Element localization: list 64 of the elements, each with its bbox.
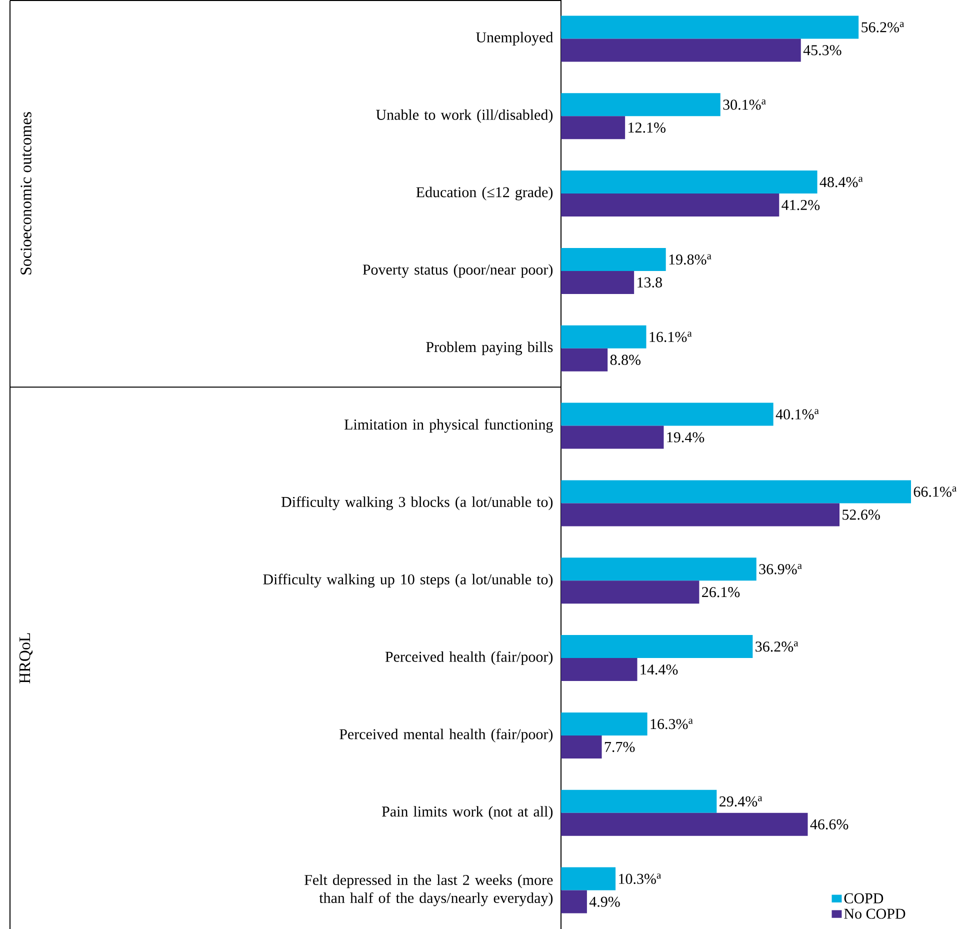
bar [561, 93, 720, 116]
bar [561, 812, 808, 836]
bar [561, 735, 602, 758]
data-label: 26.1% [702, 587, 740, 598]
data-label: 14.4% [640, 664, 678, 675]
data-label: 13.8 [638, 277, 662, 288]
y-tick-label: Pain limits work (not at all) [382, 806, 553, 820]
data-label: 12.1% [628, 122, 666, 133]
y-tick-label: Poverty status (poor/near poor) [362, 264, 553, 278]
data-label: 7.7% [604, 742, 635, 752]
data-label: 56.2%$^{a}$ [862, 22, 904, 32]
data-label: 36.2%$^{a}$ [756, 641, 798, 652]
bar [561, 503, 840, 526]
data-label: 48.4%$^{a}$ [820, 176, 863, 188]
data-label: 4.9% [589, 896, 620, 907]
data-label: 36.9%$^{a}$ [759, 564, 802, 574]
data-label: 19.4% [667, 432, 704, 442]
bar [561, 635, 753, 658]
data-label: 52.6% [842, 510, 880, 520]
y-tick-label: Felt depressed in the last 2 weeks (more than half of the days/nearly everyday) [304, 874, 553, 906]
y-tick-label: Perceived health (fair/poor) [385, 651, 553, 665]
y-tick-label: Unable to work (ill/disabled) [376, 109, 553, 123]
y-tick-label: Problem paying bills [426, 342, 553, 356]
bar [561, 348, 608, 372]
bar [561, 16, 859, 39]
bar [561, 890, 587, 914]
legend-label: COPD [844, 893, 884, 904]
data-label: 19.8%$^{a}$ [669, 254, 712, 265]
y-tick-label: Difficulty walking 3 blocks (a lot/unable to) [281, 496, 553, 510]
y-tick-label: Perceived mental health (fair/poor) [340, 728, 553, 742]
data-label: 16.3%$^{a}$ [650, 718, 693, 730]
bar [561, 580, 700, 604]
bar [561, 248, 666, 271]
data-label: 8.8% [610, 354, 641, 365]
text: HRQoL [19, 633, 33, 684]
bar [561, 270, 634, 294]
legend-label: No COPD [844, 908, 906, 919]
bar [561, 712, 648, 736]
bar [561, 790, 717, 813]
data-label: 41.2% [782, 200, 820, 210]
bar [561, 867, 616, 890]
data-label: 40.1%$^{a}$ [776, 409, 819, 420]
data-label: 45.3% [803, 45, 842, 56]
bar [561, 402, 774, 426]
y-tick-label: Education (≤12 grade) [416, 186, 553, 200]
data-label: 30.1%$^{a}$ [723, 99, 766, 110]
data-label: 29.4%$^{a}$ [720, 796, 762, 807]
bar [561, 170, 818, 194]
bar [561, 194, 780, 217]
data-label: 66.1%$^{a}$ [914, 486, 956, 497]
y-tick-label: Unemployed [476, 32, 554, 46]
bar [561, 116, 626, 140]
data-label: 46.6% [810, 819, 848, 830]
y-tick-label: Difficulty walking up 10 steps (a lot/unable to) [263, 574, 553, 588]
bar [561, 658, 638, 682]
bar [561, 480, 911, 504]
data-label: 16.1%$^{a}$ [650, 332, 692, 342]
bar [561, 426, 664, 449]
bar [561, 38, 801, 62]
data-label: 10.3%$^{a}$ [619, 874, 662, 884]
y-tick-label: Limitation in physical functioning [344, 418, 553, 433]
bar [561, 325, 646, 348]
text: Socioeconomic outcomes [20, 112, 32, 274]
bar [561, 558, 756, 581]
